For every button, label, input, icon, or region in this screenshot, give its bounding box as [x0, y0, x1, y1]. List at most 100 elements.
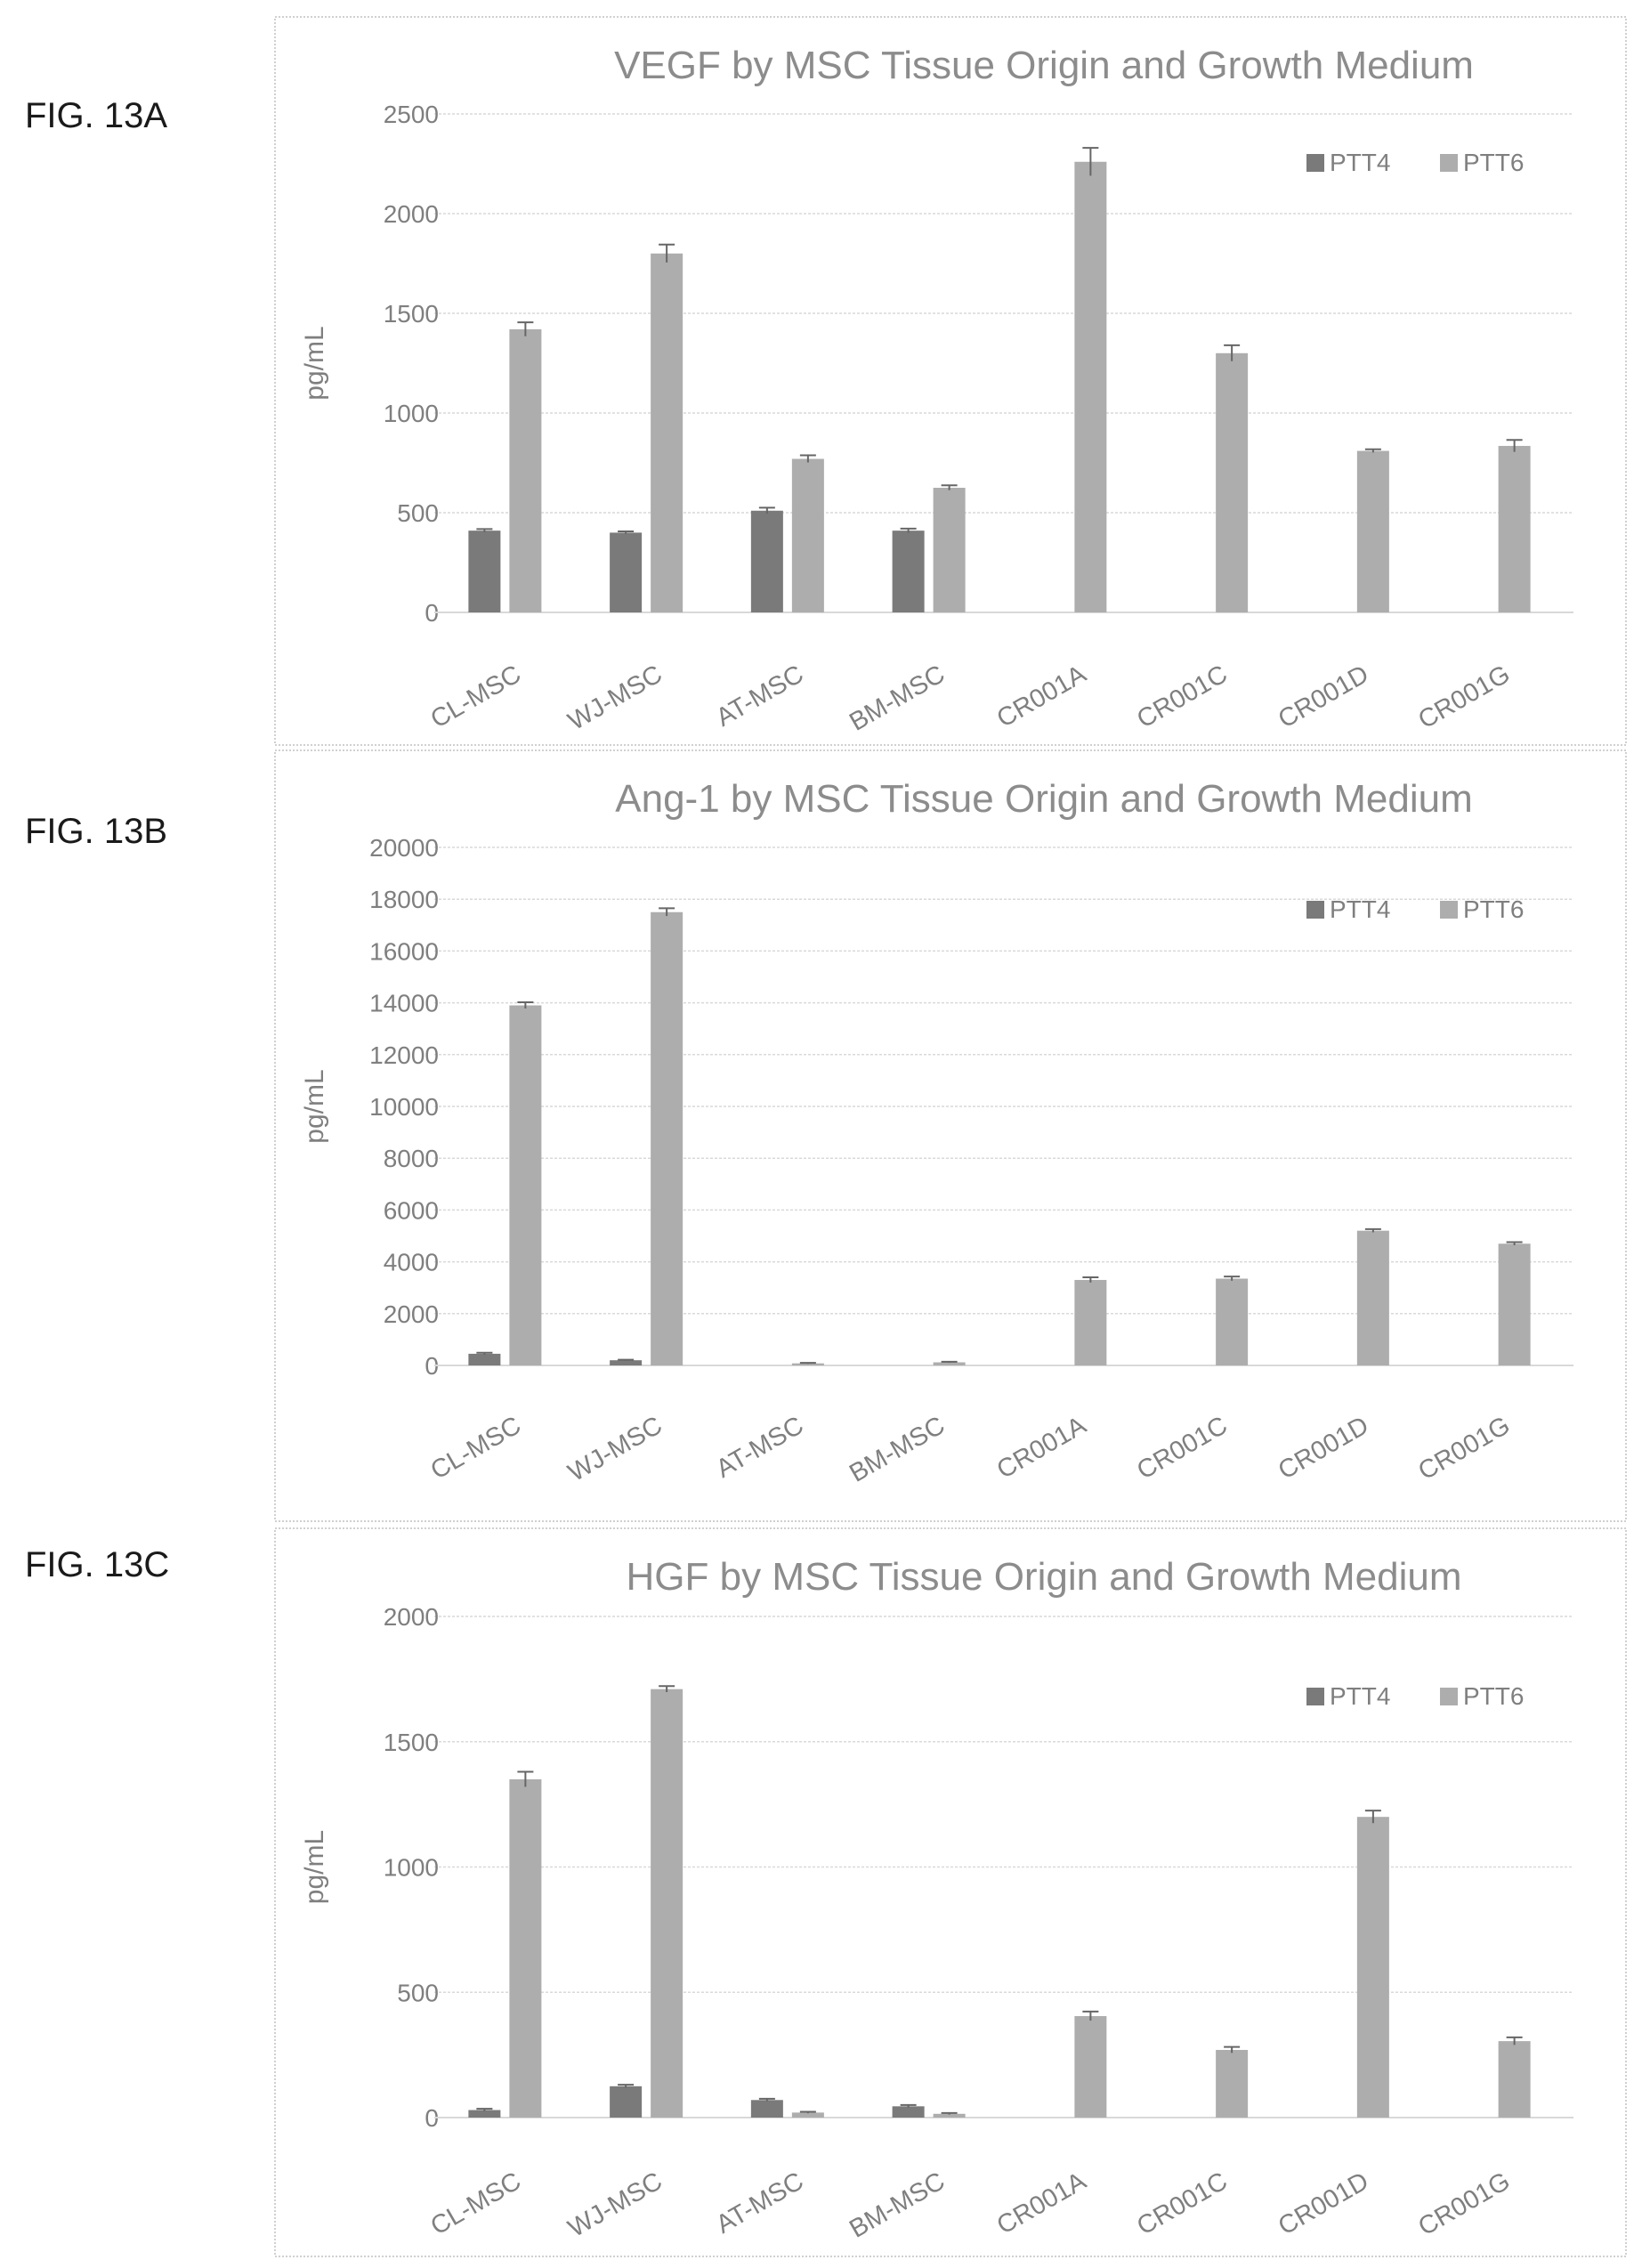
- vegf-bar-chart: VEGF by MSC Tissue Origin and Growth Med…: [274, 16, 1627, 746]
- x-tick-label: AT-MSC: [711, 660, 808, 732]
- y-axis-label: pg/mL: [300, 1830, 329, 1904]
- bar-ptt4: [468, 2110, 501, 2118]
- x-tick-label: CR001G: [1413, 660, 1515, 734]
- bar-ptt4: [610, 532, 643, 612]
- bar-ptt6: [1074, 2015, 1107, 2118]
- x-tick-label: CR001G: [1413, 2167, 1515, 2241]
- x-tick-label: CR001A: [992, 660, 1091, 733]
- bar-ptt6: [1216, 2049, 1249, 2118]
- bar-ptt6: [1356, 1230, 1389, 1365]
- x-tick-label: WJ-MSC: [563, 2167, 667, 2243]
- x-tick-label: CR001G: [1413, 1411, 1515, 1486]
- y-tick-label: 2000: [384, 200, 439, 228]
- x-tick-label: BM-MSC: [845, 2167, 950, 2244]
- y-tick-label: 500: [397, 1979, 439, 2006]
- y-tick-label: 1000: [384, 400, 439, 427]
- bar-ptt4: [610, 2086, 643, 2118]
- legend-label-ptt4: PTT4: [1330, 149, 1390, 176]
- y-tick-label: 1500: [384, 300, 439, 328]
- x-tick-label: WJ-MSC: [563, 1411, 667, 1487]
- y-tick-label: 8000: [384, 1145, 439, 1172]
- chart-frame: [274, 16, 1627, 746]
- x-tick-label: CR001D: [1274, 1411, 1373, 1485]
- x-tick-label: CR001A: [992, 2167, 1091, 2240]
- bar-ptt6: [509, 1778, 542, 2118]
- figure-label-13c: FIG. 13C: [25, 1545, 170, 1584]
- legend-label-ptt6: PTT6: [1463, 895, 1524, 923]
- x-tick-label: CR001D: [1274, 2167, 1373, 2240]
- legend-label-ptt4: PTT4: [1330, 895, 1390, 923]
- x-tick-label: BM-MSC: [845, 660, 950, 737]
- legend-swatch-ptt4: [1306, 154, 1324, 172]
- y-axis-label: pg/mL: [300, 326, 329, 400]
- chart-title: Ang-1 by MSC Tissue Origin and Growth Me…: [615, 777, 1473, 821]
- bar-ptt6: [933, 1362, 966, 1365]
- legend-label-ptt6: PTT6: [1463, 149, 1524, 176]
- y-tick-label: 2500: [384, 101, 439, 128]
- x-tick-label: WJ-MSC: [563, 660, 667, 736]
- bar-ptt6: [1498, 1243, 1531, 1365]
- y-tick-label: 0: [425, 599, 439, 627]
- legend-swatch-ptt4: [1306, 1688, 1324, 1705]
- bar-ptt4: [892, 2106, 925, 2118]
- y-tick-label: 4000: [384, 1249, 439, 1276]
- x-tick-label: CR001C: [1132, 2167, 1232, 2240]
- x-tick-label: CL-MSC: [426, 2167, 526, 2240]
- legend-label-ptt4: PTT4: [1330, 1682, 1390, 1710]
- bar-ptt6: [1356, 450, 1389, 612]
- bar-ptt6: [651, 253, 683, 612]
- bar-ptt6: [933, 2113, 966, 2118]
- bar-ptt6: [1498, 2041, 1531, 2118]
- bar-ptt6: [1356, 1817, 1389, 2118]
- bar-ptt6: [1074, 1279, 1107, 1365]
- bar-ptt6: [1216, 1278, 1249, 1365]
- legend-swatch-ptt6: [1440, 1688, 1458, 1705]
- chart-panel-vegf: VEGF by MSC Tissue Origin and Growth Med…: [274, 16, 1627, 746]
- x-tick-label: CR001C: [1132, 1411, 1232, 1485]
- bar-ptt6: [1216, 352, 1249, 612]
- y-tick-label: 10000: [369, 1093, 439, 1121]
- x-tick-label: BM-MSC: [845, 1411, 950, 1488]
- y-tick-label: 2000: [384, 1300, 439, 1328]
- bar-ptt4: [468, 1353, 501, 1365]
- chart-frame: [274, 1527, 1627, 2257]
- bar-ptt6: [509, 1005, 542, 1365]
- y-tick-label: 18000: [369, 886, 439, 913]
- chart-title: HGF by MSC Tissue Origin and Growth Medi…: [627, 1555, 1462, 1599]
- y-tick-label: 0: [425, 2104, 439, 2132]
- hgf-bar-chart: HGF by MSC Tissue Origin and Growth Medi…: [274, 1527, 1627, 2257]
- chart-panel-ang1: Ang-1 by MSC Tissue Origin and Growth Me…: [274, 749, 1627, 1522]
- legend-swatch-ptt6: [1440, 154, 1458, 172]
- bar-ptt4: [468, 531, 501, 612]
- bar-ptt6: [791, 458, 824, 612]
- x-tick-label: CR001A: [992, 1411, 1091, 1485]
- x-tick-label: CR001D: [1274, 660, 1373, 733]
- x-tick-label: AT-MSC: [711, 2167, 808, 2239]
- x-tick-label: CR001C: [1132, 660, 1232, 733]
- bar-ptt6: [651, 1689, 683, 2118]
- ang1-bar-chart: Ang-1 by MSC Tissue Origin and Growth Me…: [274, 749, 1627, 1522]
- legend-swatch-ptt4: [1306, 901, 1324, 919]
- y-tick-label: 1000: [384, 1854, 439, 1882]
- bar-ptt4: [750, 2100, 783, 2118]
- x-tick-label: CL-MSC: [426, 660, 526, 733]
- bar-ptt6: [791, 2112, 824, 2118]
- x-tick-label: CL-MSC: [426, 1411, 526, 1485]
- legend-swatch-ptt6: [1440, 901, 1458, 919]
- y-tick-label: 16000: [369, 937, 439, 965]
- chart-frame: [274, 749, 1627, 1522]
- bar-ptt6: [509, 328, 542, 612]
- y-tick-label: 12000: [369, 1041, 439, 1069]
- figure-label-13a: FIG. 13A: [25, 96, 168, 135]
- y-tick-label: 0: [425, 1352, 439, 1380]
- y-tick-label: 2000: [384, 1603, 439, 1631]
- bar-ptt6: [1074, 161, 1107, 612]
- bar-ptt6: [651, 911, 683, 1365]
- y-tick-label: 14000: [369, 990, 439, 1017]
- bar-ptt6: [791, 1363, 824, 1365]
- bar-ptt4: [750, 510, 783, 612]
- x-tick-label: AT-MSC: [711, 1411, 808, 1483]
- bar-ptt6: [933, 488, 966, 612]
- y-tick-label: 1500: [384, 1729, 439, 1756]
- chart-title: VEGF by MSC Tissue Origin and Growth Med…: [614, 44, 1474, 87]
